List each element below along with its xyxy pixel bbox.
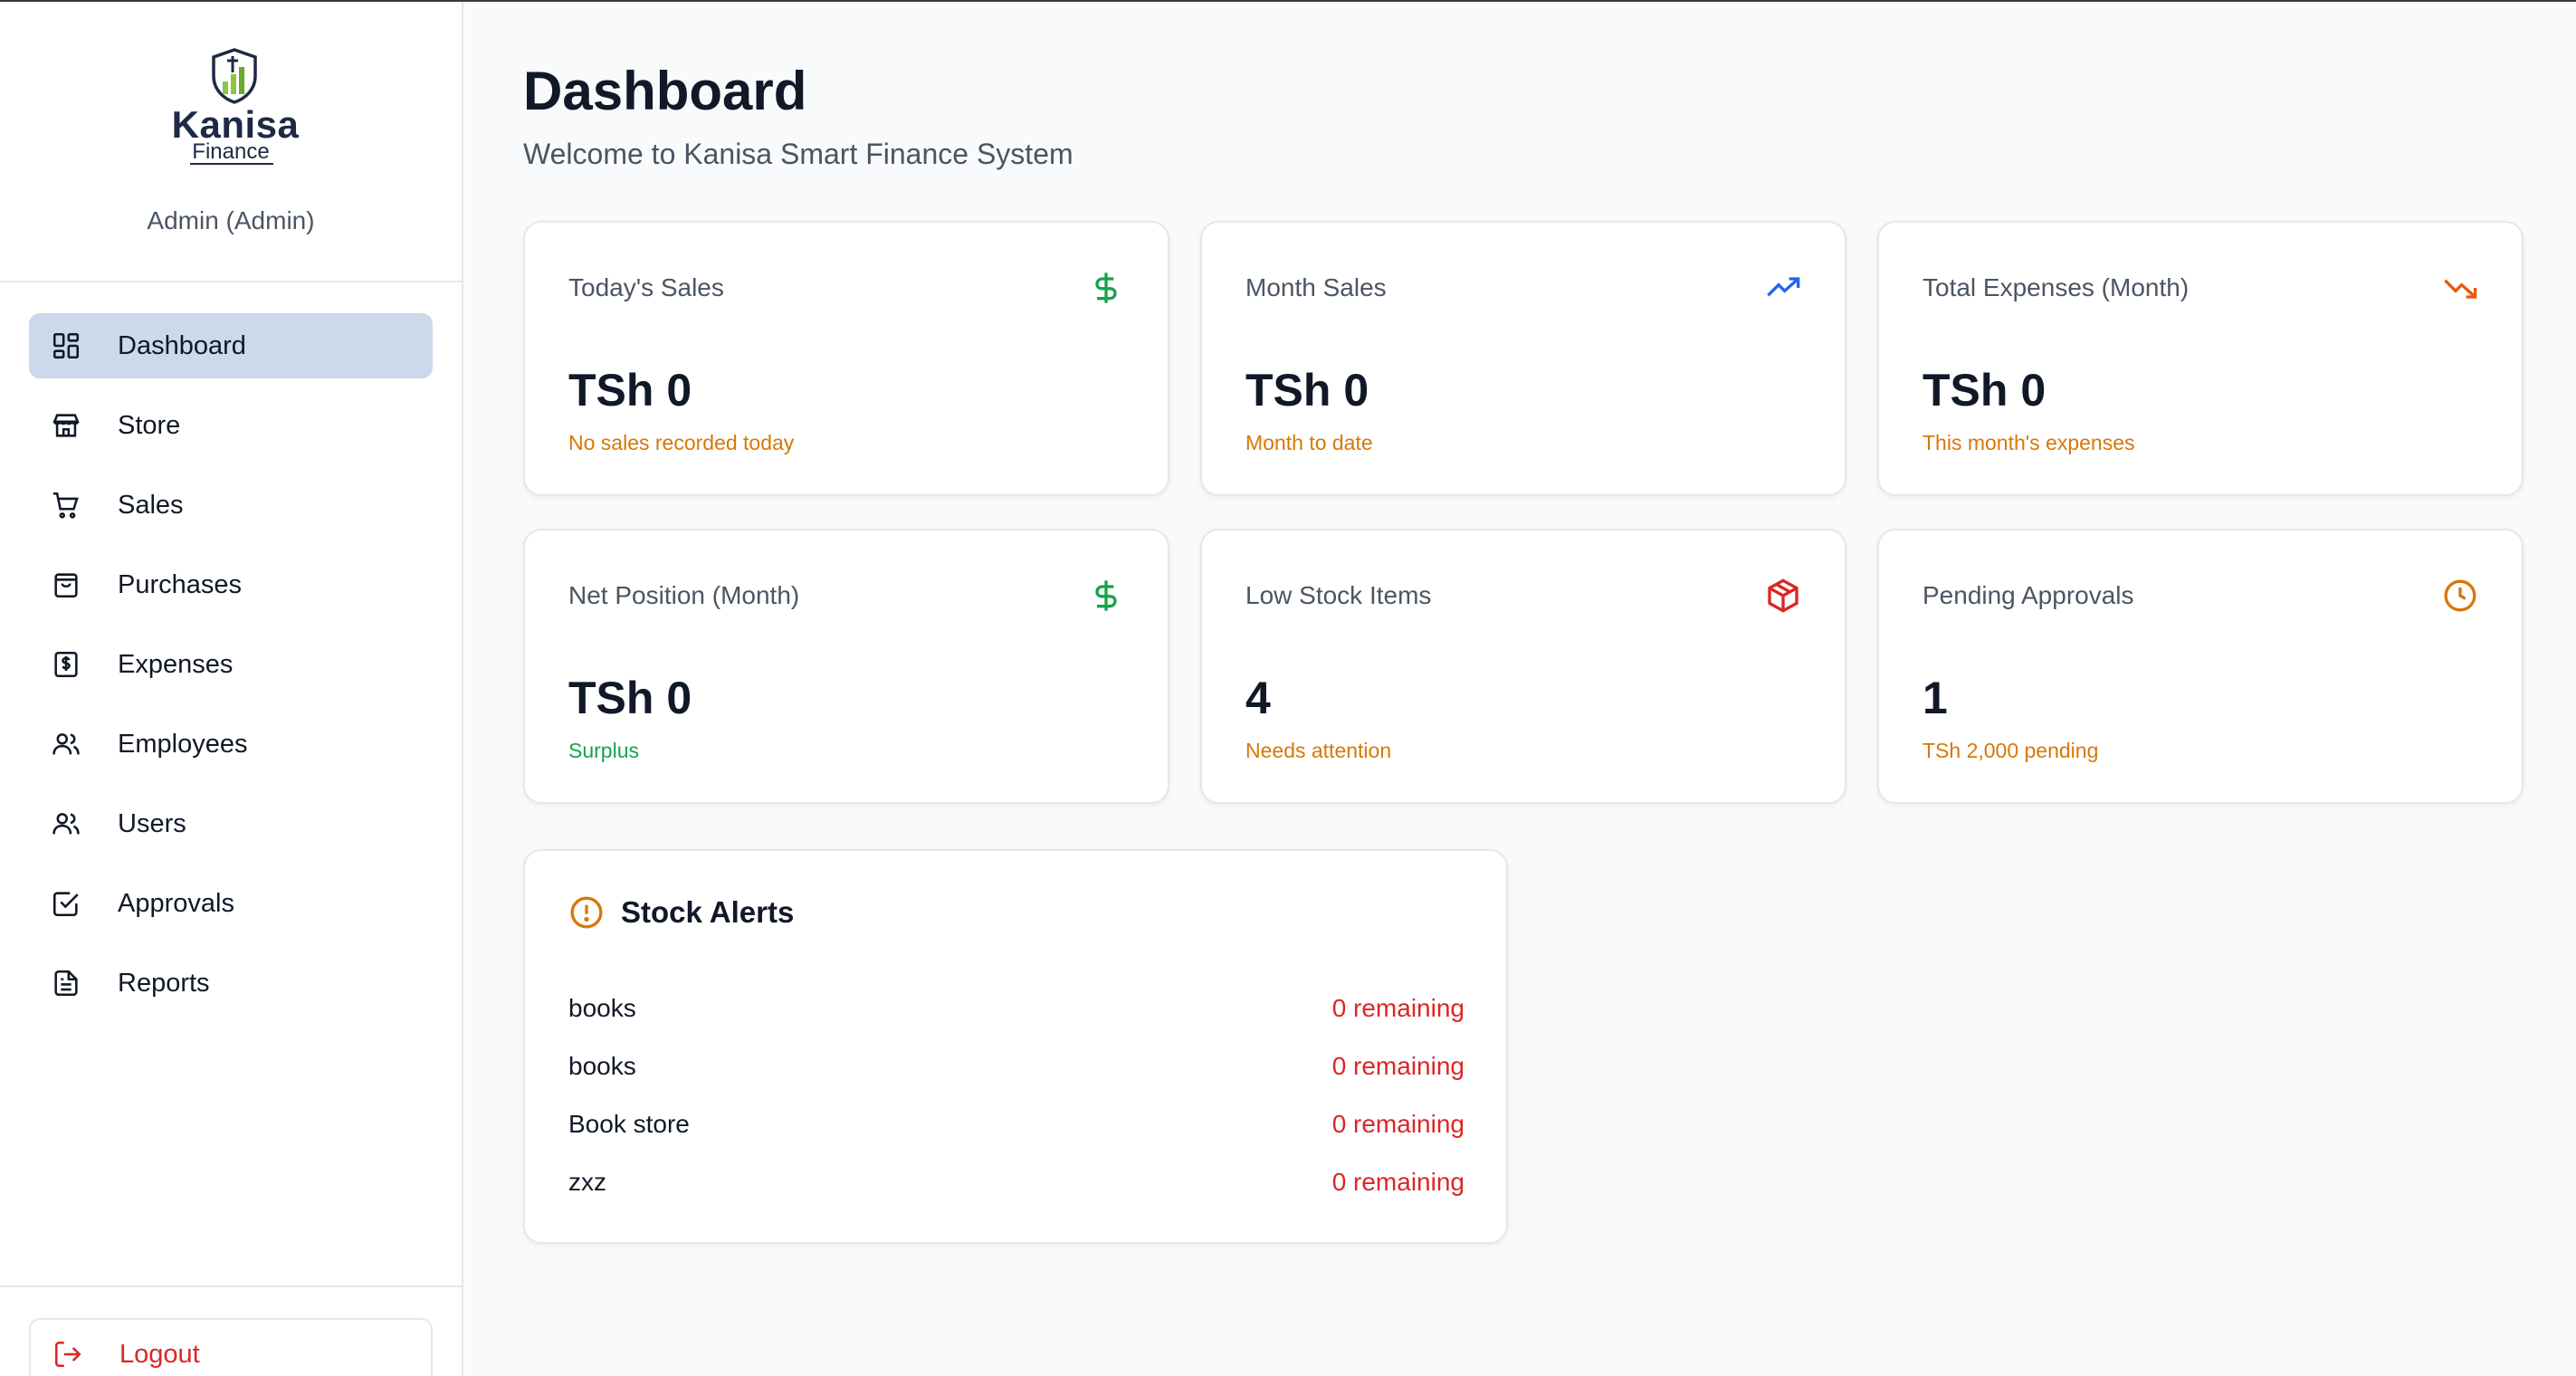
page-title: Dashboard [523,61,807,121]
card-note: Needs attention [1245,739,1392,762]
store-icon [51,410,81,441]
stock-alerts-header: Stock Alerts [568,894,794,931]
sidebar-item-store[interactable]: Store [29,393,433,458]
card-note: Month to date [1245,431,1373,454]
sidebar-item-employees[interactable]: Employees [29,712,433,777]
dollar-icon [1088,270,1124,306]
alert-item-name: books [568,994,636,1022]
sidebar-item-label: Reports [118,968,210,998]
alert-circle-icon [570,896,603,929]
card-low-stock: Low Stock Items 4 Needs attention [1200,529,1846,804]
document-icon [51,968,81,999]
logout-label: Logout [119,1339,200,1369]
logout-button[interactable]: Logout [29,1318,433,1376]
sidebar-item-reports[interactable]: Reports [29,951,433,1016]
card-value: TSh 0 [1922,365,2046,416]
trending-down-icon [2442,270,2478,306]
card-value: 4 [1245,673,1271,723]
sidebar-nav: Dashboard Store Sales Purchases Expenses [29,313,433,1030]
card-label: Net Position (Month) [568,581,800,609]
receipt-icon [51,649,81,680]
list-item: zxz 0 remaining [568,1164,1465,1200]
check-square-icon [51,888,81,919]
brand-subtitle: Finance [192,139,270,164]
card-value: TSh 0 [1245,365,1369,416]
clock-icon [2442,578,2478,614]
sidebar-item-label: Users [118,808,186,838]
sidebar-item-sales[interactable]: Sales [29,473,433,538]
alert-item-status: 0 remaining [1331,1110,1465,1138]
sidebar: Kanisa Finance Admin (Admin) Dashboard S… [0,2,463,1376]
card-value: TSh 0 [568,673,692,723]
list-item: Book store 0 remaining [568,1106,1465,1142]
card-note: TSh 2,000 pending [1922,739,2099,762]
card-total-expenses: Total Expenses (Month) TSh 0 This month'… [1877,221,2524,496]
sidebar-item-label: Dashboard [118,330,246,360]
users-icon [51,808,81,839]
sidebar-item-dashboard[interactable]: Dashboard [29,313,433,378]
card-label: Month Sales [1245,273,1387,301]
list-item: books 0 remaining [568,1048,1465,1085]
bag-icon [51,569,81,600]
brand-name: Kanisa [171,103,300,146]
sidebar-item-label: Employees [118,729,248,759]
sidebar-item-label: Store [118,410,181,440]
sidebar-item-label: Expenses [118,649,234,679]
card-label: Today's Sales [568,273,724,301]
card-net-position: Net Position (Month) TSh 0 Surplus [523,529,1169,804]
card-value: 1 [1922,673,1948,723]
sidebar-item-label: Approvals [118,888,234,918]
list-item: books 0 remaining [568,990,1465,1027]
alert-item-status: 0 remaining [1331,994,1465,1022]
current-user: Admin (Admin) [147,206,315,234]
alert-item-status: 0 remaining [1331,1052,1465,1080]
page-subtitle: Welcome to Kanisa Smart Finance System [523,138,1073,170]
package-icon [1765,578,1801,614]
card-note: No sales recorded today [568,431,795,454]
sidebar-item-users[interactable]: Users [29,791,433,856]
card-todays-sales: Today's Sales TSh 0 No sales recorded to… [523,221,1169,496]
brand-area: Kanisa Finance Admin (Admin) [0,2,462,282]
sidebar-item-label: Purchases [118,569,243,599]
dashboard-icon [51,330,81,361]
dollar-icon [1088,578,1124,614]
alert-item-status: 0 remaining [1331,1168,1465,1196]
logout-area: Logout [0,1285,462,1376]
brand-underline [190,163,273,165]
alert-item-name: zxz [568,1168,606,1196]
alert-item-name: books [568,1052,636,1080]
employees-icon [51,729,81,760]
stock-alerts-panel: Stock Alerts books 0 remaining books 0 r… [523,849,1508,1244]
stock-alerts-title: Stock Alerts [621,895,795,929]
sidebar-item-label: Sales [118,490,184,520]
card-value: TSh 0 [568,365,692,416]
card-month-sales: Month Sales TSh 0 Month to date [1200,221,1846,496]
logout-icon [52,1339,83,1370]
card-label: Low Stock Items [1245,581,1432,609]
sidebar-item-approvals[interactable]: Approvals [29,871,433,936]
trending-up-icon [1765,270,1801,306]
card-note: Surplus [568,739,639,762]
sidebar-item-expenses[interactable]: Expenses [29,632,433,697]
kanisa-logo-icon [212,48,257,104]
alert-item-name: Book store [568,1110,690,1138]
card-pending-approvals: Pending Approvals 1 TSh 2,000 pending [1877,529,2524,804]
card-label: Total Expenses (Month) [1922,273,2190,301]
cart-icon [51,490,81,521]
card-note: This month's expenses [1922,431,2135,454]
sidebar-item-purchases[interactable]: Purchases [29,552,433,617]
card-label: Pending Approvals [1922,581,2134,609]
